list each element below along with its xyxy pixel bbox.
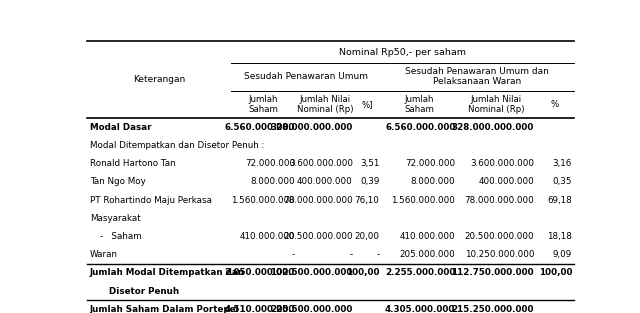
Text: 328.000.000.000: 328.000.000.000 xyxy=(271,123,353,132)
Text: Modal Dasar: Modal Dasar xyxy=(90,123,152,132)
Text: 100,00: 100,00 xyxy=(346,269,380,277)
Text: 100,00: 100,00 xyxy=(539,269,572,277)
Text: 410.000.000: 410.000.000 xyxy=(239,232,295,241)
Text: 0,39: 0,39 xyxy=(360,177,380,187)
Text: Ronald Hartono Tan: Ronald Hartono Tan xyxy=(90,159,175,168)
Text: 205.000.000: 205.000.000 xyxy=(399,250,456,259)
Text: 1.560.000.000: 1.560.000.000 xyxy=(231,196,295,205)
Text: 8.000.000: 8.000.000 xyxy=(411,177,456,187)
Text: 400.000.000: 400.000.000 xyxy=(478,177,534,187)
Text: Jumlah Nilai
Nominal (Rp): Jumlah Nilai Nominal (Rp) xyxy=(297,95,354,114)
Text: 2.050.000.000: 2.050.000.000 xyxy=(225,269,295,277)
Text: 20.500.000.000: 20.500.000.000 xyxy=(465,232,534,241)
Text: 72.000.000: 72.000.000 xyxy=(405,159,456,168)
Text: 6.560.000.000: 6.560.000.000 xyxy=(385,123,456,132)
Text: 3,16: 3,16 xyxy=(553,159,572,168)
Text: Modal Ditempatkan dan Disetor Penuh :: Modal Ditempatkan dan Disetor Penuh : xyxy=(90,141,264,150)
Text: -: - xyxy=(376,250,380,259)
Text: %: % xyxy=(550,100,559,109)
Text: -: - xyxy=(292,250,295,259)
Text: 215.250.000.000: 215.250.000.000 xyxy=(452,305,534,313)
Text: 10.250.000.000: 10.250.000.000 xyxy=(465,250,534,259)
Text: 102.500.000.000: 102.500.000.000 xyxy=(271,269,353,277)
Text: Jumlah Nilai
Nominal (Rp): Jumlah Nilai Nominal (Rp) xyxy=(468,95,525,114)
Text: 20.500.000.000: 20.500.000.000 xyxy=(284,232,353,241)
Text: -: - xyxy=(349,250,353,259)
Text: Jumlah
Saham: Jumlah Saham xyxy=(249,95,278,114)
Text: Disetor Penuh: Disetor Penuh xyxy=(100,287,179,296)
Text: 20,00: 20,00 xyxy=(355,232,380,241)
Text: 78.000.000.000: 78.000.000.000 xyxy=(283,196,353,205)
Text: -   Saham: - Saham xyxy=(100,232,141,241)
Text: Masyarakat: Masyarakat xyxy=(90,214,141,223)
Text: PT Rohartindo Maju Perkasa: PT Rohartindo Maju Perkasa xyxy=(90,196,212,205)
Text: 410.000.000: 410.000.000 xyxy=(400,232,456,241)
Text: 0,35: 0,35 xyxy=(552,177,572,187)
Text: 400.000.000: 400.000.000 xyxy=(297,177,353,187)
Text: 225.500.000.000: 225.500.000.000 xyxy=(271,305,353,313)
Text: 72.000.000: 72.000.000 xyxy=(245,159,295,168)
Text: Jumlah Saham Dalam Portepel: Jumlah Saham Dalam Portepel xyxy=(90,305,239,313)
Text: 1.560.000.000: 1.560.000.000 xyxy=(392,196,456,205)
Text: 69,18: 69,18 xyxy=(547,196,572,205)
Text: Jumlah Modal Ditempatkan dan: Jumlah Modal Ditempatkan dan xyxy=(90,269,245,277)
Text: Nominal Rp50,- per saham: Nominal Rp50,- per saham xyxy=(339,48,466,57)
Text: 6.560.000.000: 6.560.000.000 xyxy=(225,123,295,132)
Text: 4.305.000.000: 4.305.000.000 xyxy=(385,305,456,313)
Text: 112.750.000.000: 112.750.000.000 xyxy=(452,269,534,277)
Text: 3.600.000.000: 3.600.000.000 xyxy=(289,159,353,168)
Text: Sesudah Penawaran Umum: Sesudah Penawaran Umum xyxy=(244,72,368,81)
Text: 3.600.000.000: 3.600.000.000 xyxy=(470,159,534,168)
Text: Tan Ngo Moy: Tan Ngo Moy xyxy=(90,177,146,187)
Text: 18,18: 18,18 xyxy=(547,232,572,241)
Text: 8.000.000: 8.000.000 xyxy=(250,177,295,187)
Text: %]: %] xyxy=(362,100,374,109)
Text: 2.255.000.000: 2.255.000.000 xyxy=(385,269,456,277)
Text: Sesudah Penawaran Umum dan
Pelaksanaan Waran: Sesudah Penawaran Umum dan Pelaksanaan W… xyxy=(405,67,549,86)
Text: 9,09: 9,09 xyxy=(553,250,572,259)
Text: Waran: Waran xyxy=(90,250,118,259)
Text: 76,10: 76,10 xyxy=(355,196,380,205)
Text: Keterangan: Keterangan xyxy=(133,75,185,84)
Text: 78.000.000.000: 78.000.000.000 xyxy=(465,196,534,205)
Text: 3,51: 3,51 xyxy=(360,159,380,168)
Text: 328.000.000.000: 328.000.000.000 xyxy=(452,123,534,132)
Text: Jumlah
Saham: Jumlah Saham xyxy=(404,95,434,114)
Text: 4.510.000.000: 4.510.000.000 xyxy=(225,305,295,313)
